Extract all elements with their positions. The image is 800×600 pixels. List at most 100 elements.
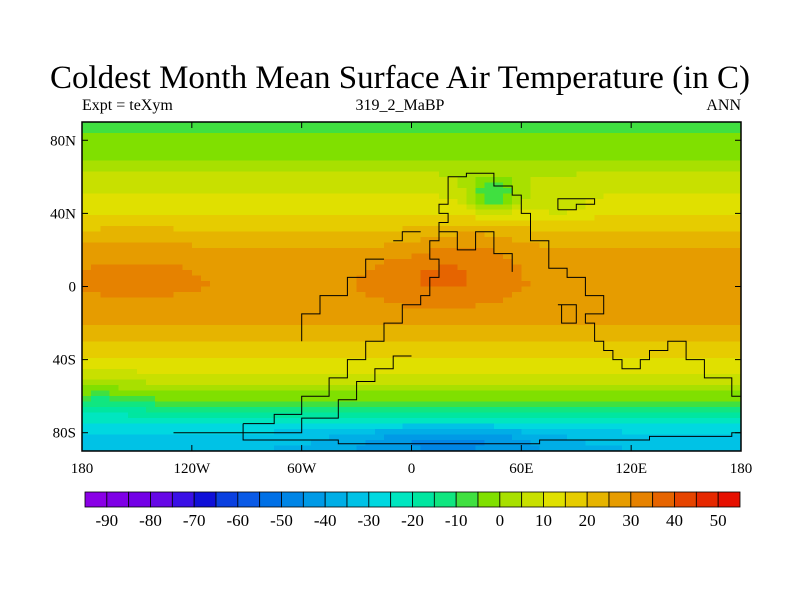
field-cell	[457, 429, 468, 436]
field-cell	[402, 319, 413, 326]
field-cell	[576, 313, 587, 320]
field-cell	[109, 445, 120, 452]
field-cell	[530, 270, 541, 277]
field-cell	[411, 187, 422, 194]
field-cell	[182, 346, 193, 353]
field-cell	[237, 237, 248, 244]
field-cell	[695, 154, 705, 161]
field-cell	[466, 198, 477, 205]
field-cell	[521, 264, 532, 271]
field-cell	[82, 308, 92, 315]
field-cell	[356, 357, 367, 364]
field-cell	[283, 270, 294, 277]
field-cell	[612, 193, 623, 200]
field-cell	[475, 231, 486, 238]
field-cell	[539, 297, 550, 304]
field-cell	[667, 220, 678, 227]
field-cell	[182, 396, 193, 403]
field-cell	[100, 237, 111, 244]
field-cell	[191, 297, 202, 304]
field-cell	[612, 445, 623, 452]
field-cell	[411, 231, 422, 238]
field-cell	[91, 204, 101, 211]
field-cell	[704, 418, 715, 425]
field-cell	[173, 132, 184, 140]
field-cell	[200, 160, 211, 167]
field-cell	[503, 149, 513, 156]
field-cell	[365, 396, 376, 403]
field-cell	[219, 193, 230, 200]
field-cell	[731, 429, 742, 436]
field-cell	[649, 390, 660, 397]
field-cell	[365, 418, 376, 425]
field-cell	[640, 160, 651, 167]
field-cell	[374, 363, 385, 370]
field-cell	[429, 341, 440, 348]
field-cell	[557, 204, 568, 211]
field-cell	[164, 429, 175, 436]
field-cell	[228, 390, 239, 397]
field-cell	[265, 231, 275, 238]
field-cell	[603, 434, 614, 441]
field-cell	[512, 445, 522, 452]
field-cell	[484, 253, 495, 260]
field-cell	[329, 248, 339, 255]
field-cell	[219, 226, 230, 233]
field-cell	[429, 324, 440, 331]
field-cell	[384, 363, 394, 370]
field-cell	[530, 171, 541, 178]
field-cell	[310, 138, 321, 145]
field-cell	[91, 149, 101, 156]
field-cell	[127, 198, 138, 205]
field-cell	[429, 330, 440, 337]
field-cell	[155, 434, 165, 441]
field-cell	[182, 423, 193, 430]
field-cell	[676, 335, 687, 342]
field-cell	[649, 297, 660, 304]
field-cell	[365, 122, 376, 129]
field-cell	[466, 368, 477, 375]
field-cell	[722, 396, 733, 403]
field-cell	[530, 429, 541, 436]
field-cell	[374, 390, 385, 397]
field-cell	[365, 259, 376, 266]
field-cell	[695, 418, 705, 425]
field-cell	[274, 319, 284, 326]
field-cell	[667, 341, 678, 348]
field-cell	[731, 390, 742, 397]
field-cell	[612, 171, 623, 178]
field-cell	[585, 160, 596, 167]
field-cell	[237, 127, 248, 134]
field-cell	[219, 286, 230, 293]
field-cell	[274, 187, 284, 194]
field-cell	[548, 434, 559, 441]
field-cell	[530, 297, 541, 304]
field-cell	[475, 302, 486, 310]
field-cell	[255, 379, 266, 386]
field-cell	[301, 149, 312, 156]
field-cell	[612, 182, 623, 189]
field-cell	[411, 220, 422, 227]
field-cell	[695, 198, 705, 205]
field-cell	[557, 357, 568, 364]
field-cell	[512, 138, 522, 145]
field-cell	[155, 209, 165, 216]
field-cell	[374, 313, 385, 320]
field-cell	[484, 341, 495, 348]
field-cell	[219, 396, 230, 403]
field-cell	[365, 264, 376, 271]
field-cell	[686, 346, 696, 353]
field-cell	[127, 396, 138, 403]
field-cell	[347, 352, 358, 359]
field-cell	[82, 429, 92, 436]
field-cell	[155, 368, 165, 375]
field-cell	[576, 330, 587, 337]
field-cell	[365, 143, 376, 151]
field-cell	[191, 193, 202, 200]
field-cell	[539, 418, 550, 425]
field-cell	[585, 154, 596, 161]
field-cell	[686, 308, 696, 315]
field-cell	[512, 204, 522, 211]
field-cell	[438, 379, 449, 386]
field-cell	[82, 363, 92, 370]
